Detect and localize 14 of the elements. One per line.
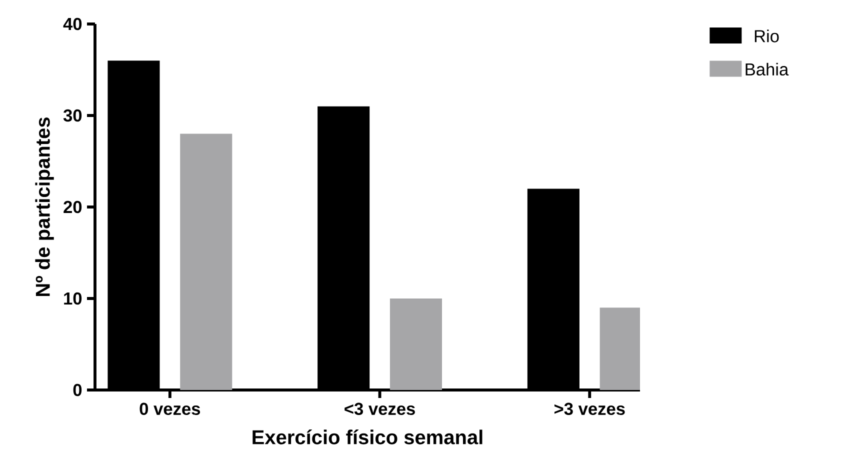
x-tick-label: 0 vezes (140, 402, 200, 415)
y-tick-label: 10 (64, 292, 82, 305)
y-axis-title: Nº de participantes (35, 118, 54, 296)
bar (180, 134, 232, 390)
x-tick-label: <3 vezes (344, 402, 415, 416)
legend-label: Bahia (746, 62, 789, 76)
y-tick-label: 20 (64, 200, 82, 214)
x-axis-title: Exercício físico semanal (252, 430, 482, 444)
y-tick-label: 0 (73, 384, 82, 396)
x-tick-label: >3 vezes (554, 402, 625, 416)
legend-label: Rio (754, 30, 779, 42)
bar (390, 298, 442, 390)
y-tick-label: 30 (63, 109, 82, 122)
y-tick-label: 40 (63, 18, 82, 30)
